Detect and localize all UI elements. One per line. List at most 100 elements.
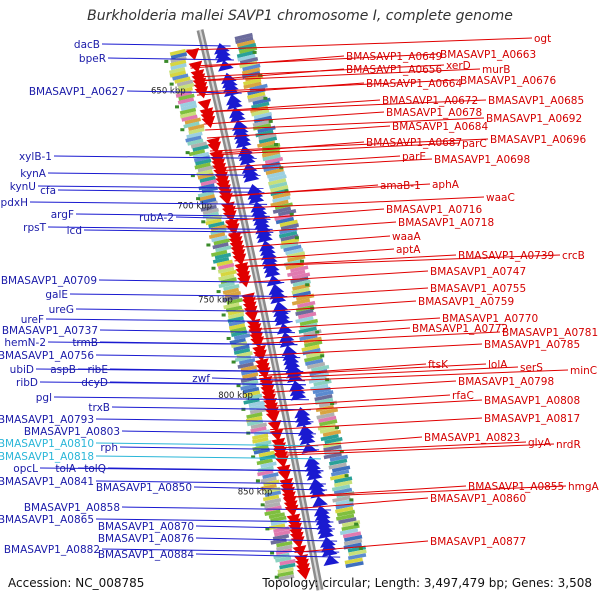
marker — [190, 174, 195, 178]
feature-block — [335, 513, 355, 521]
gene-arrow-forward — [323, 554, 340, 566]
gene-label: argF — [51, 209, 74, 221]
feature-block — [304, 340, 323, 348]
feature-block — [210, 224, 228, 232]
gene-label: zwf — [192, 373, 210, 385]
gene-label: BMASAVP1_A0716 — [386, 204, 482, 216]
leader-line — [53, 155, 257, 159]
leader-line — [273, 436, 423, 450]
marker — [260, 503, 265, 507]
feature-block — [272, 195, 291, 204]
gene-label: BMASAVP1_A0818 — [0, 451, 94, 463]
leader-line — [234, 248, 395, 262]
feature-block — [185, 135, 202, 143]
feature-block — [265, 167, 284, 176]
leader-line — [283, 485, 467, 498]
marker — [330, 402, 335, 406]
feature-block — [237, 362, 254, 369]
feature-block — [201, 200, 219, 208]
feature-block — [197, 165, 214, 173]
leader-line — [214, 158, 433, 172]
tick-label: 700 kbp — [177, 201, 212, 211]
feature-block — [252, 433, 269, 441]
feature-block — [274, 213, 293, 221]
feature-block — [248, 400, 265, 408]
feature-block — [301, 344, 320, 352]
feature-block — [169, 70, 187, 78]
gene-arrow-forward — [230, 111, 246, 123]
feature-block — [329, 454, 349, 462]
gene-label: lolA — [488, 359, 508, 371]
feature-block — [239, 56, 259, 65]
gene-label: BMASAVP1_A0627 — [29, 86, 125, 98]
feature-block — [212, 242, 229, 250]
feature-block — [261, 161, 281, 169]
gene-label: murB — [482, 64, 510, 76]
feature-block — [342, 531, 362, 539]
leader-line — [95, 354, 301, 359]
marker — [169, 82, 174, 86]
leader-line — [249, 317, 441, 331]
gene-label: rpsT — [23, 222, 46, 234]
leader-line — [206, 125, 391, 139]
marker — [270, 551, 275, 555]
gene-label: BMASAVP1_A0698 — [434, 154, 530, 166]
feature-block — [243, 390, 261, 398]
gene-arrow-reverse — [201, 115, 216, 129]
marker — [268, 119, 273, 123]
marker — [294, 236, 299, 240]
marker — [344, 474, 349, 478]
feature-block — [198, 194, 216, 202]
gene-label: hemN-2 — [4, 337, 46, 349]
feature-block — [197, 190, 215, 198]
feature-block — [277, 208, 297, 217]
feature-block — [213, 238, 230, 246]
feature-block — [257, 469, 274, 477]
feature-block — [190, 141, 208, 149]
leader-line — [260, 369, 569, 383]
feature-block — [240, 383, 257, 391]
feature-block — [306, 362, 326, 370]
feature-block — [211, 235, 228, 243]
feature-block — [280, 223, 300, 231]
gene-arrow-reverse — [256, 367, 271, 380]
gene-label: ogt — [534, 33, 551, 45]
leader-line — [235, 254, 561, 268]
feature-block — [269, 181, 288, 190]
marker — [251, 455, 256, 459]
feature-block — [180, 103, 198, 112]
feature-block — [268, 178, 287, 186]
leader-line — [193, 486, 328, 491]
leader-line — [195, 537, 338, 542]
leader-line — [121, 430, 316, 435]
feature-block — [241, 368, 258, 376]
gene-label: bpeR — [79, 53, 106, 65]
leader-line — [283, 485, 567, 498]
tick-label: 800 kbp — [218, 391, 253, 401]
feature-block — [275, 556, 292, 563]
gene-label: BMASAVP1_A0664 — [366, 78, 462, 90]
gene-label: minC — [570, 365, 597, 377]
gene-label: BMASAVP1_A0865 — [0, 514, 94, 526]
feature-block — [257, 140, 276, 148]
feature-block — [258, 132, 277, 141]
feature-block — [240, 376, 258, 383]
left-leader-lines — [29, 43, 341, 558]
feature-block — [348, 549, 367, 557]
marker — [265, 527, 270, 531]
feature-block — [298, 326, 317, 334]
feature-block — [276, 540, 293, 548]
marker — [226, 336, 231, 340]
feature-block — [192, 144, 209, 152]
leader-line — [29, 201, 268, 205]
feature-block — [341, 520, 361, 528]
feature-block — [319, 419, 338, 427]
gene-label: BMASAVP1_A0656 — [346, 64, 442, 76]
gene-arrow-forward — [248, 192, 265, 205]
leader-line — [53, 396, 309, 401]
gene-label: ftsK — [428, 359, 449, 371]
gene-label: tolA — [55, 463, 76, 475]
leader-line — [213, 155, 401, 169]
feature-block — [343, 538, 363, 546]
